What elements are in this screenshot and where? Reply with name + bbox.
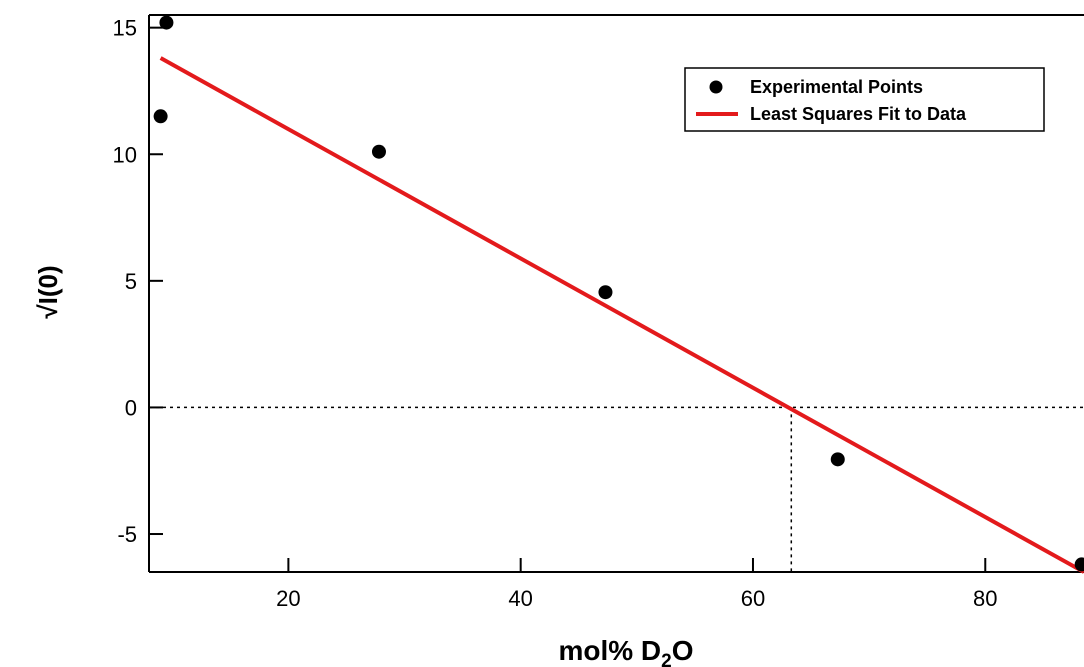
legend-marker-points	[709, 80, 723, 94]
legend: Experimental Points Least Squares Fit to…	[684, 67, 1045, 132]
legend-box	[684, 67, 1045, 132]
x-axis-title-subscript: 2	[661, 651, 672, 667]
fit-line	[159, 56, 1084, 574]
x-axis-title: mol% D2O	[558, 635, 693, 667]
legend-label-line: Least Squares Fit to Data	[750, 104, 967, 124]
x-axis-title-main: mol% D	[558, 635, 661, 666]
y-tick-label: 0	[125, 395, 137, 420]
legend-label-points: Experimental Points	[750, 77, 923, 97]
data-point	[153, 109, 168, 124]
x-tick-label: 20	[276, 586, 300, 611]
y-tick-label: 5	[125, 269, 137, 294]
data-point	[1074, 557, 1084, 572]
plot-area: 20 40 60 80 -5 0 5 10 15	[113, 14, 1084, 611]
x-tick-label: 60	[741, 586, 765, 611]
x-tick-label: 80	[973, 586, 997, 611]
data-point	[830, 452, 845, 467]
y-tick-label: 15	[113, 16, 137, 41]
y-axis-title: √I(0)	[33, 265, 63, 318]
x-axis-title-suffix: O	[672, 635, 694, 666]
y-tick-label: 10	[113, 142, 137, 167]
x-tick-label: 40	[508, 586, 532, 611]
data-point	[371, 144, 386, 159]
y-tick-label: -5	[117, 522, 137, 547]
data-point	[598, 285, 613, 300]
data-point	[159, 15, 174, 30]
